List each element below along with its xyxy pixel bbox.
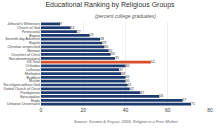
svg-text:71: 71 [191,102,195,106]
svg-text:Lutheran: Lutheran [26,68,40,72]
svg-text:56: 56 [159,94,163,98]
svg-text:Baptist: Baptist [29,41,40,45]
svg-text:Jehovah's Witnesses: Jehovah's Witnesses [7,22,40,26]
svg-text:17: 17 [77,30,81,34]
svg-text:67: 67 [183,98,187,102]
svg-text:33: 33 [111,52,115,56]
svg-text:9: 9 [60,22,62,26]
svg-text:32: 32 [109,49,113,53]
svg-text:United Church of Christ: United Church of Christ [4,87,40,91]
svg-text:0: 0 [40,107,43,113]
svg-text:Buddhist: Buddhist [26,76,40,80]
svg-text:47: 47 [140,91,144,95]
svg-text:Mormon: Mormon [27,49,40,53]
svg-text:40: 40 [126,64,130,68]
svg-text:35: 35 [115,56,119,60]
svg-text:Methodist: Methodist [25,72,40,76]
svg-text:Source: Kosmin & Keysar, 2009,: Source: Kosmin & Keysar, 2009, Religion … [74,119,178,124]
svg-text:Christian unspecified: Christian unspecified [8,45,41,49]
svg-text:41: 41 [128,83,132,87]
svg-text:Unitarian Universalist: Unitarian Universalist [7,102,40,106]
svg-text:30: 30 [104,45,108,49]
svg-text:40: 40 [126,79,130,83]
svg-text:Muslim: Muslim [29,79,40,83]
svg-text:80: 80 [207,107,213,113]
svg-text:14: 14 [71,26,75,30]
svg-text:Baptist: Baptist [29,34,40,38]
svg-text:37: 37 [119,68,123,72]
svg-text:Presbyterian: Presbyterian [20,91,40,95]
svg-text:29: 29 [102,41,106,45]
svg-text:40: 40 [123,107,129,113]
svg-text:Pentecostal: Pentecostal [22,30,41,34]
svg-text:20: 20 [80,107,86,113]
svg-text:Episcopalian: Episcopalian [20,95,40,99]
svg-text:Churches of Christ: Churches of Christ [11,53,40,57]
svg-text:60: 60 [165,107,171,113]
svg-text:(percent college graduates): (percent college graduates) [95,13,156,19]
svg-text:52: 52 [151,60,155,64]
svg-text:Church of God: Church of God [17,26,40,30]
svg-text:42: 42 [130,87,134,91]
svg-text:Hindu: Hindu [31,98,40,102]
svg-text:Seventh-day Adventist: Seventh-day Adventist [5,37,40,41]
svg-text:Educational Ranking by Religio: Educational Ranking by Religious Groups [45,1,175,9]
svg-text:40: 40 [126,75,130,79]
svg-text:No religion without God: No religion without God [4,83,40,87]
svg-text:38: 38 [121,72,125,76]
svg-text:23: 23 [90,33,94,37]
svg-text:US Total: US Total [27,60,40,64]
svg-text:28: 28 [100,37,104,41]
svg-text:Non-denominational: Non-denominational [9,56,41,60]
svg-text:Orthodox: Orthodox [26,64,41,68]
